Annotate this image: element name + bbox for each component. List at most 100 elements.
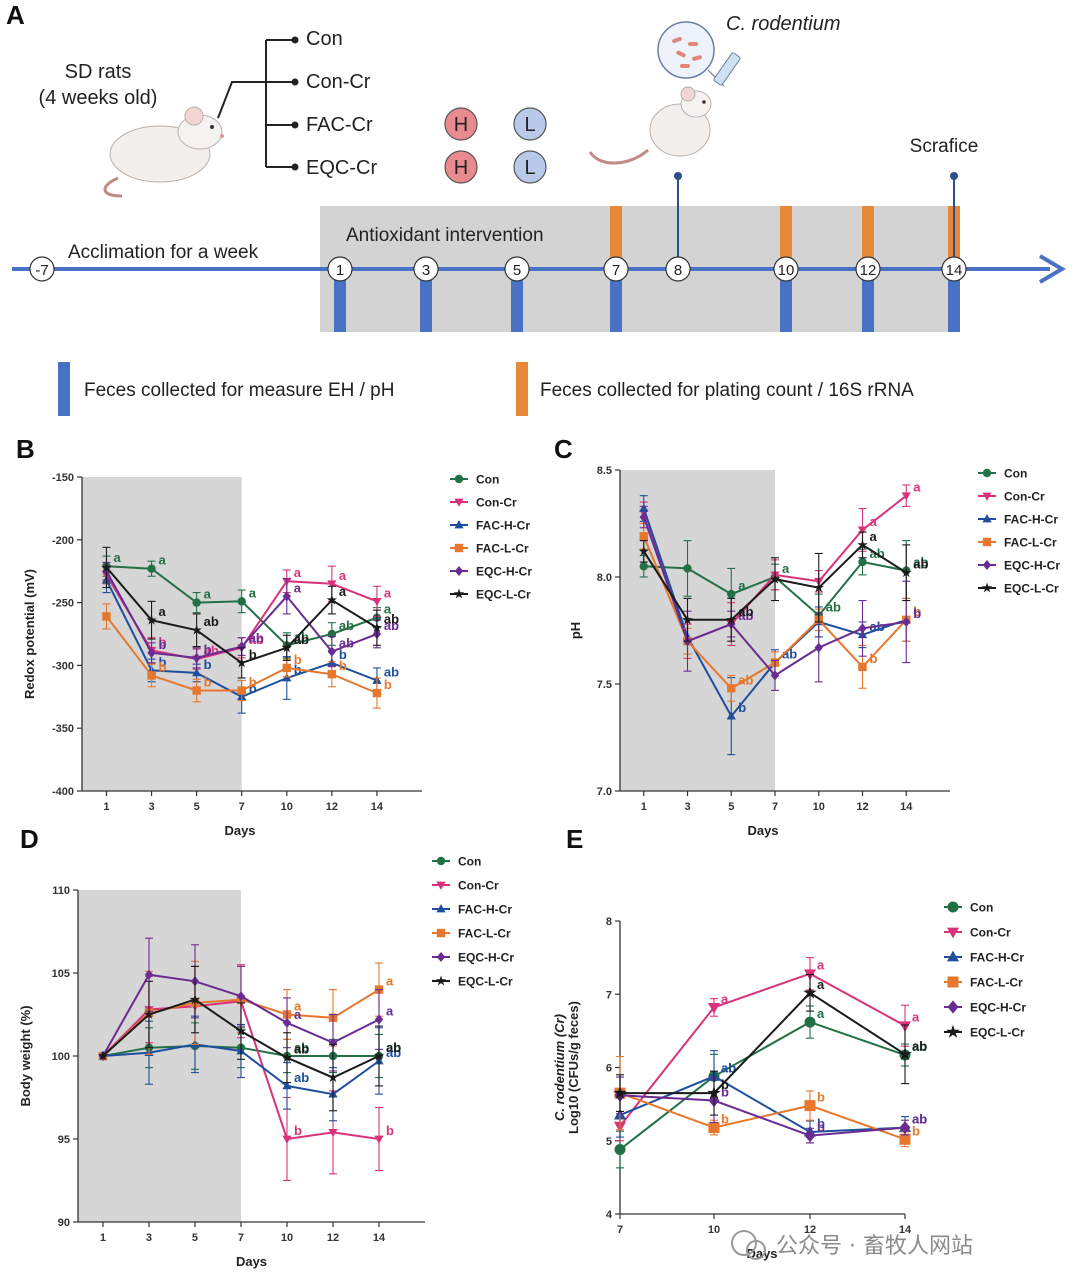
y-tick-label: 95 bbox=[58, 1134, 70, 1146]
x-tick-label: 14 bbox=[899, 1224, 912, 1236]
y-tick-label: 8.5 bbox=[597, 465, 612, 477]
x-tick-label: 12 bbox=[327, 1232, 339, 1244]
x-tick-label: 12 bbox=[326, 801, 338, 813]
significance-label: ab bbox=[912, 1112, 927, 1127]
data-point bbox=[189, 994, 201, 1004]
x-tick-label: 1 bbox=[641, 801, 647, 813]
intervention-label: Antioxidant intervention bbox=[346, 225, 544, 246]
y-axis-title: Body weight (%) bbox=[18, 1005, 33, 1106]
data-point bbox=[143, 1009, 155, 1019]
significance-label: b bbox=[721, 1077, 729, 1092]
legend-label: Con-Cr bbox=[458, 879, 499, 893]
legend-label: FAC-H-Cr bbox=[476, 519, 530, 533]
legend-marker bbox=[947, 1000, 959, 1014]
data-point bbox=[101, 562, 112, 572]
data-point bbox=[328, 1037, 338, 1048]
significance-label: b bbox=[249, 675, 257, 690]
x-tick-label: 7 bbox=[617, 1224, 623, 1236]
data-point bbox=[147, 564, 156, 573]
data-point bbox=[898, 1047, 912, 1061]
legend-item-con: Con bbox=[944, 901, 993, 915]
dose-high-label: H bbox=[454, 114, 468, 136]
series-con-cr: aaa bbox=[613, 957, 920, 1142]
svg-text:D: D bbox=[20, 824, 39, 854]
significance-label: ab bbox=[738, 672, 753, 687]
significance-label: a bbox=[294, 999, 302, 1014]
data-point bbox=[236, 991, 246, 1002]
x-tick-label: 1 bbox=[103, 801, 109, 813]
significance-label: ab bbox=[294, 629, 309, 644]
significance-label: b bbox=[294, 652, 302, 667]
significance-label: b bbox=[249, 681, 257, 696]
y-tick-label: -400 bbox=[52, 786, 74, 798]
data-point bbox=[682, 614, 693, 625]
data-point bbox=[97, 1050, 109, 1061]
legend: Con Con-Cr FAC-H-Cr FAC-L-Cr EQC-H-Cr EQC-L-C… bbox=[450, 473, 532, 602]
data-point bbox=[192, 668, 202, 677]
legend-marker bbox=[982, 492, 992, 501]
data-point bbox=[901, 567, 912, 578]
data-point bbox=[726, 711, 736, 720]
panel-c-ph-chart: C 8.58.07.57.01 3 5 7 10 12 14DayspHaaabababaa… bbox=[554, 434, 1060, 838]
x-tick-label: 10 bbox=[708, 1224, 720, 1236]
significance-label: a bbox=[721, 991, 729, 1006]
y-tick-label: 8.0 bbox=[597, 572, 612, 584]
legend-label: FAC-L-Cr bbox=[458, 927, 511, 941]
significance-label: a bbox=[817, 1006, 825, 1021]
significance-label: b bbox=[913, 604, 921, 619]
significance-label: ab bbox=[912, 1112, 927, 1127]
y-tick-label: 105 bbox=[52, 968, 70, 980]
day-marker: -7 bbox=[29, 256, 55, 282]
data-point bbox=[727, 589, 736, 599]
data-point bbox=[683, 564, 692, 573]
svg-text:B: B bbox=[16, 434, 35, 464]
significance-label: b bbox=[159, 654, 167, 669]
significance-label: b bbox=[384, 677, 392, 692]
significance-label: a bbox=[870, 514, 878, 529]
y-tick-label: -200 bbox=[52, 535, 74, 547]
significance-label: b bbox=[913, 604, 921, 619]
x-tick-label: 7 bbox=[238, 1232, 244, 1244]
data-point bbox=[191, 624, 202, 635]
legend-label: Con-Cr bbox=[970, 926, 1011, 940]
y-tick-label: 7 bbox=[606, 989, 612, 1001]
panel-a-label: A bbox=[6, 0, 25, 30]
data-point bbox=[327, 1072, 339, 1082]
significance-label: a bbox=[113, 550, 121, 565]
timeline-day-markers: -7 1 3 5 7 8 10 12 14 bbox=[29, 256, 967, 282]
y-tick-label: 7.5 bbox=[597, 679, 612, 691]
significance-label: b bbox=[817, 1090, 825, 1105]
group-label-fac-cr: FAC-Cr bbox=[306, 114, 373, 136]
data-point bbox=[237, 686, 246, 695]
legend-label: FAC-L-Cr bbox=[1004, 536, 1057, 550]
significance-label: b bbox=[339, 658, 347, 673]
legend-marker bbox=[454, 474, 464, 484]
significance-label: b bbox=[870, 651, 878, 666]
data-point bbox=[192, 686, 201, 695]
x-axis-title: Days bbox=[224, 823, 255, 838]
data-point bbox=[281, 642, 292, 653]
y-axis-title: pH bbox=[568, 622, 583, 639]
x-tick-label: 3 bbox=[146, 1232, 152, 1244]
legend-item-con-cr: Con-Cr bbox=[978, 490, 1045, 504]
data-point bbox=[327, 646, 337, 657]
data-point bbox=[727, 684, 736, 693]
svg-text:3: 3 bbox=[422, 262, 430, 279]
significance-label: b bbox=[913, 606, 921, 621]
legend: Con Con-Cr FAC-H-Cr FAC-L-Cr EQC-H-Cr EQC-L-C… bbox=[978, 467, 1060, 596]
data-point bbox=[707, 1086, 721, 1099]
legend-marker bbox=[981, 582, 993, 593]
series-fac-l-cr: bb bb bb bbox=[102, 603, 392, 709]
dose-circles: H L H L bbox=[444, 107, 547, 184]
legend-item-fac-l-cr: FAC-L-Cr bbox=[450, 542, 529, 556]
x-tick-label: 10 bbox=[281, 801, 293, 813]
y-tick-label: 8 bbox=[606, 916, 612, 928]
significance-label: a bbox=[782, 561, 790, 576]
significance-label: b bbox=[294, 1123, 302, 1138]
svg-text:7: 7 bbox=[612, 262, 620, 279]
data-point bbox=[707, 1003, 721, 1014]
legend-item-con: Con bbox=[432, 855, 481, 869]
legend-marker bbox=[436, 928, 446, 938]
legend-item-eqc-l-cr: EQC-L-Cr bbox=[450, 588, 531, 602]
